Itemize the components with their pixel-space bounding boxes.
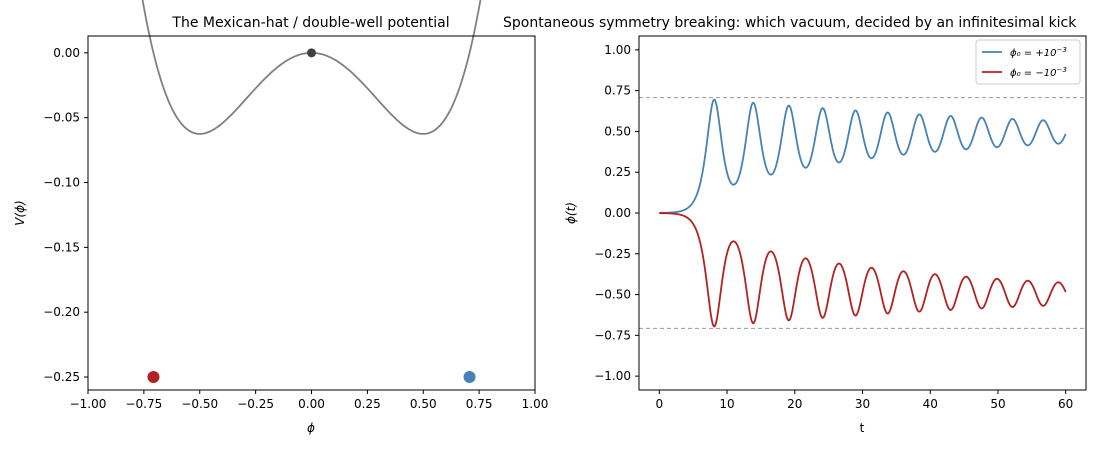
evolution-y-tick-label: −0.75 [594,328,631,342]
evolution-x-tick-label: 0 [655,397,663,411]
potential-x-tick-label: −0.25 [237,397,274,411]
potential-chart: The Mexican-hat / double-well potential … [13,0,548,435]
potential-x-tick-label: 1.00 [522,397,549,411]
potential-y-tick-label: −0.10 [43,176,80,190]
potential-x-tick-label: 0.50 [410,397,437,411]
evolution-y-tick-label: 0.50 [604,124,631,138]
potential-y-tick-label: −0.20 [43,305,80,319]
potential-x-tick-label: 0.25 [354,397,381,411]
potential-x-tick-label: −0.75 [125,397,162,411]
evolution-x-tick-label: 30 [855,397,870,411]
evolution-y-axis: 1.00 0.75 0.50 0.25 0.00 −0.25 −0.50 −0.75 −1.00 [594,43,639,383]
evolution-y-tick-label: −0.50 [594,288,631,302]
potential-y-tick-label: 0.00 [53,46,80,60]
potential-x-tick-label: 0.75 [466,397,493,411]
evolution-x-tick-label: 50 [990,397,1005,411]
negative-kick-series-line [659,212,1067,328]
potential-y-axis-title: V(ϕ) [13,200,27,226]
potential-x-tick-label: −0.50 [181,397,218,411]
potential-axes-frame [87,35,536,391]
evolution-legend: ϕ₀ = +10−3 ϕ₀ = −10−3 [975,39,1081,85]
right-vacuum-point [463,371,476,384]
legend-label-positive: ϕ₀ = +10−3 [1010,46,1067,59]
potential-y-tick-label: −0.25 [43,370,80,384]
potential-x-tick-label: 0.00 [298,397,325,411]
legend-label-negative: ϕ₀ = −10−3 [1010,66,1067,79]
legend-box [975,39,1081,85]
evolution-y-tick-label: −1.00 [594,369,631,383]
evolution-x-tick-label: 40 [923,397,938,411]
potential-plot-area [141,0,482,384]
evolution-axes-frame [638,35,1087,391]
evolution-y-tick-label: 0.75 [604,84,631,98]
left-vacuum-point [147,371,160,384]
potential-x-tick-label: −1.00 [70,397,107,411]
potential-x-axis-title: ϕ [307,421,315,435]
evolution-y-tick-label: 0.00 [604,206,631,220]
evolution-x-tick-label: 20 [787,397,802,411]
evolution-plot-area [639,97,1086,329]
potential-x-axis: −1.00 −0.75 −0.50 −0.25 0.00 0.25 0.50 0.75 1.00 [70,390,549,411]
evolution-y-tick-label: 1.00 [604,43,631,57]
evolution-chart-title: Spontaneous symmetry breaking: which vac… [503,15,1077,31]
potential-y-tick-label: −0.05 [43,111,80,125]
evolution-y-tick-label: −0.25 [594,247,631,261]
positive-kick-series-line [659,98,1067,214]
unstable-maximum-point [307,48,316,58]
potential-chart-title: The Mexican-hat / double-well potential [171,15,449,31]
potential-y-tick-label: −0.15 [43,240,80,254]
evolution-x-tick-label: 60 [1058,397,1073,411]
potential-y-axis: 0.00 −0.05 −0.10 −0.15 −0.20 −0.25 [43,46,88,384]
evolution-x-tick-label: 10 [719,397,734,411]
evolution-x-axis: 0 10 20 30 40 50 60 [655,390,1073,411]
evolution-y-axis-title: ϕ(t) [564,202,578,224]
evolution-x-axis-title: t [860,421,865,435]
evolution-y-tick-label: 0.25 [604,165,631,179]
evolution-chart: Spontaneous symmetry breaking: which vac… [503,15,1087,435]
